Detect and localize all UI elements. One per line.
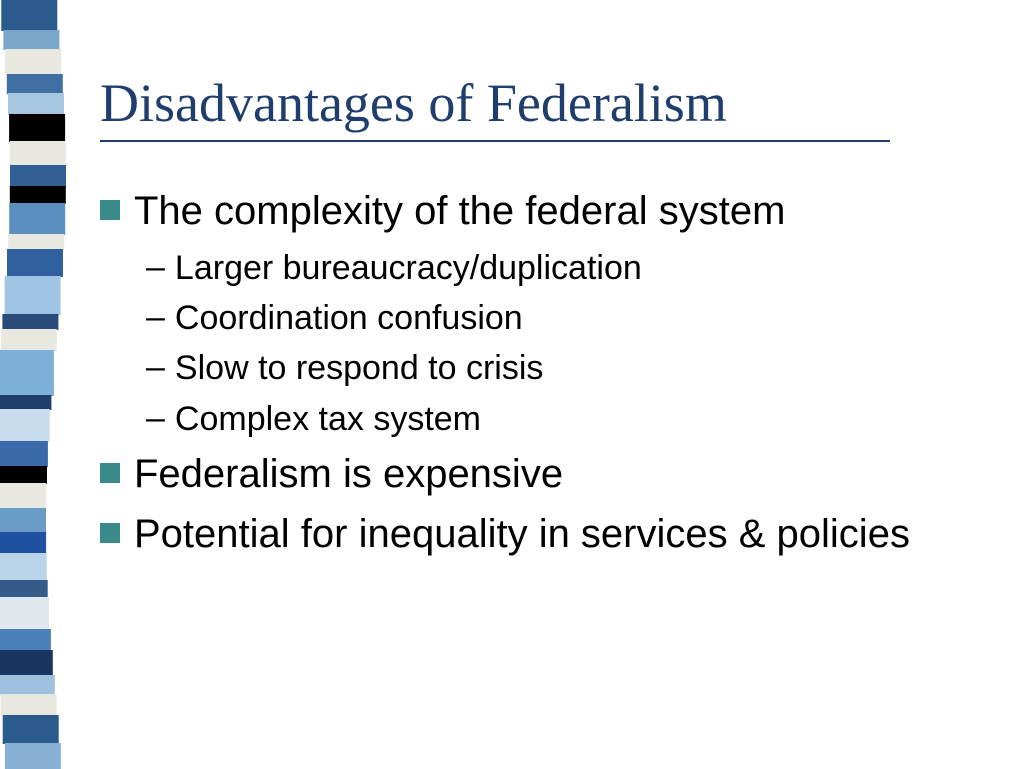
ribbon-segment [0, 629, 51, 651]
ribbon-segment [5, 276, 61, 315]
bullet-item: The complexity of the federal system [100, 186, 984, 236]
sub-text: Larger bureaucracy/duplication [175, 246, 642, 290]
ribbon-segment [3, 30, 59, 50]
dash-icon: – [146, 397, 165, 440]
bullet-text: Potential for inequality in services & p… [134, 509, 910, 559]
bullet-item: Potential for inequality in services & p… [100, 509, 984, 559]
ribbon-segment [0, 395, 51, 411]
ribbon-segment [0, 409, 50, 442]
ribbon-segment [0, 350, 54, 395]
sub-item: – Coordination confusion [146, 296, 984, 340]
square-bullet-icon [100, 463, 120, 483]
ribbon-segment [8, 234, 64, 250]
square-bullet-icon [100, 523, 120, 543]
ribbon-segment [0, 483, 46, 509]
dash-icon: – [146, 246, 165, 289]
ribbon-segment [0, 580, 48, 598]
bullet-list: The complexity of the federal system – L… [100, 186, 984, 559]
title-underline [100, 140, 890, 142]
sub-item: – Complex tax system [146, 397, 984, 441]
ribbon-segment [0, 675, 55, 695]
slide-content: Disadvantages of Federalism The complexi… [100, 72, 984, 569]
ribbon-segment [0, 441, 48, 467]
bullet-text: The complexity of the federal system [134, 186, 785, 236]
ribbon-segment [8, 93, 64, 115]
slide-title: Disadvantages of Federalism [100, 72, 984, 134]
ribbon-segment [5, 49, 61, 75]
sub-text: Slow to respond to crisis [175, 346, 544, 390]
ribbon-segment [1, 694, 57, 716]
ribbon-segment [1, 0, 57, 31]
sub-item: – Larger bureaucracy/duplication [146, 246, 984, 290]
decorative-ribbon [0, 0, 56, 768]
ribbon-segment [0, 553, 47, 581]
sub-list: – Larger bureaucracy/duplication – Coord… [146, 246, 984, 441]
ribbon-segment [9, 203, 65, 236]
ribbon-segment [5, 743, 61, 769]
ribbon-segment [7, 249, 63, 277]
sub-item: – Slow to respond to crisis [146, 346, 984, 390]
ribbon-segment [2, 314, 58, 330]
bullet-text: Federalism is expensive [134, 449, 563, 499]
ribbon-segment [0, 466, 47, 484]
ribbon-segment [3, 715, 59, 743]
ribbon-segment [1, 329, 57, 351]
square-bullet-icon [100, 200, 120, 220]
ribbon-segment [0, 532, 46, 554]
ribbon-segment [9, 114, 65, 142]
ribbon-segment [10, 165, 66, 187]
ribbon-segment [10, 186, 66, 204]
ribbon-segment [7, 74, 63, 94]
sub-text: Coordination confusion [175, 296, 523, 340]
ribbon-segment [0, 597, 49, 630]
ribbon-segment [0, 650, 53, 676]
dash-icon: – [146, 346, 165, 389]
ribbon-segment [0, 508, 46, 532]
bullet-item: Federalism is expensive [100, 449, 984, 499]
ribbon-segment [10, 141, 66, 165]
sub-text: Complex tax system [175, 397, 481, 441]
dash-icon: – [146, 296, 165, 339]
